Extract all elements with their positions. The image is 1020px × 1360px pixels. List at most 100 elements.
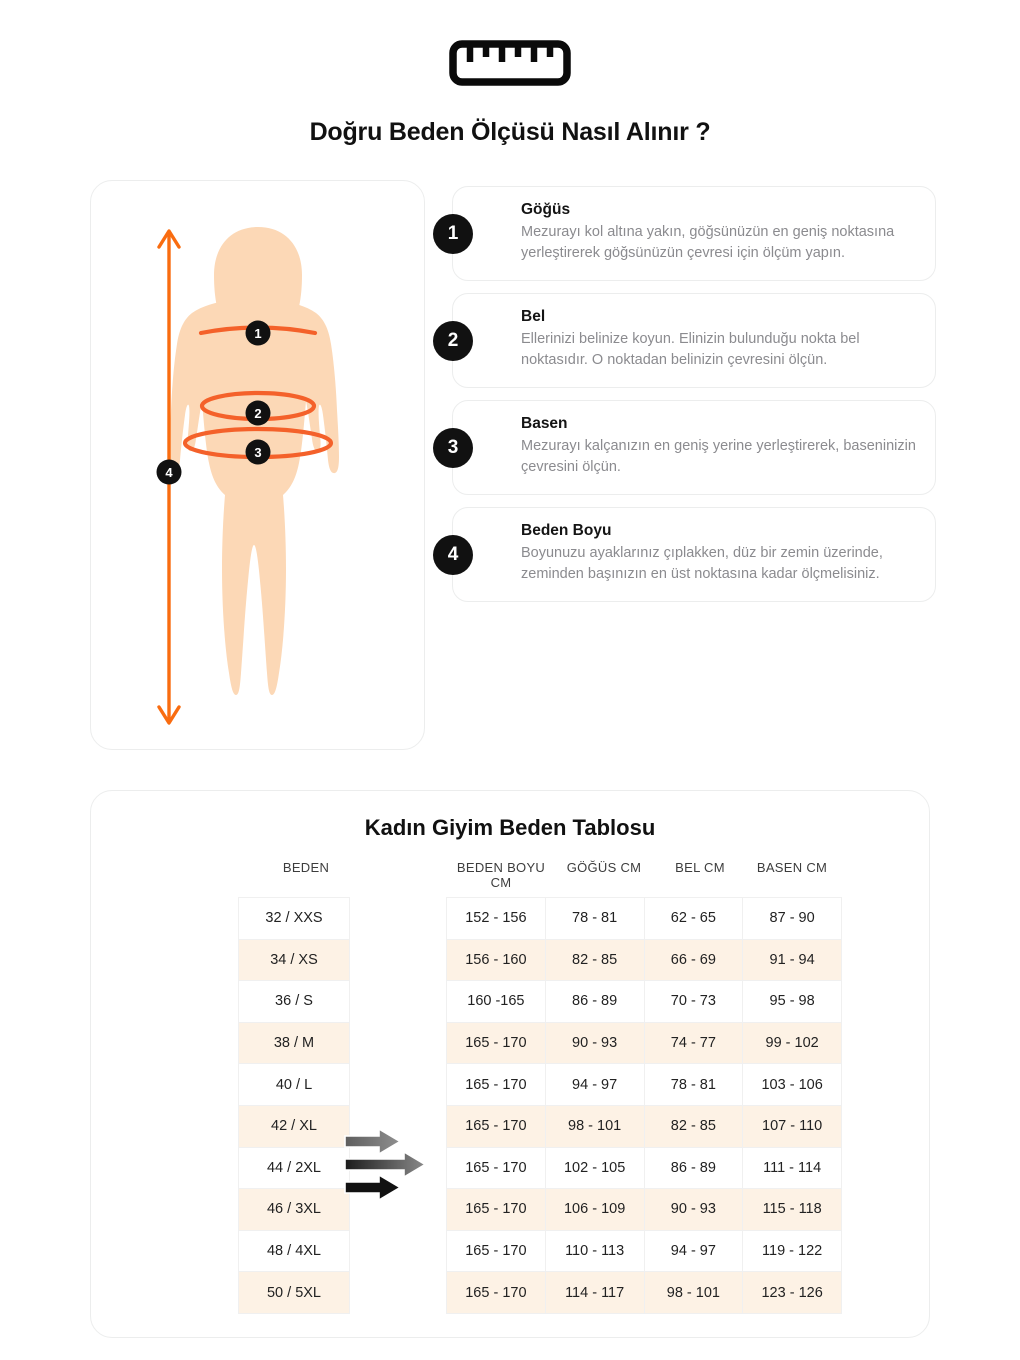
step-title-chest: Göğüs [521,201,571,218]
ruler-icon-container [0,40,1020,91]
cell-beden-boyu: 165 - 170 [446,1104,546,1148]
cell-gogus: 78 - 81 [544,897,645,940]
step-desc-height: Boyunuzu ayaklarınız çıplakken, düz bir … [521,545,883,583]
step-title-height: Beden Boyu [521,522,612,539]
size-cell: 42 / XL [238,1104,350,1148]
cell-gogus: 94 - 97 [544,1063,645,1106]
table-row: 165 - 170 114 - 117 98 - 101 123 - 126 [446,1271,842,1314]
cell-beden-boyu: 165 - 170 [446,1021,546,1065]
size-cell: 32 / XXS [238,897,350,940]
size-table-card: Kadın Giyim Beden Tablosu BEDEN BEDEN BO… [90,790,930,1338]
size-cell: 48 / 4XL [238,1229,350,1273]
cell-basen: 95 - 98 [742,980,842,1023]
table-row: 165 - 170 106 - 109 90 - 93 115 - 118 [446,1188,842,1231]
cell-gogus: 106 - 109 [544,1188,645,1231]
size-cell: 36 / S [238,980,350,1023]
cell-bel: 90 - 93 [643,1188,744,1231]
svg-text:4: 4 [165,465,173,480]
step-badge-3: 3 [433,427,473,468]
cell-bel: 66 - 69 [643,938,744,982]
size-cell: 40 / L [238,1063,350,1106]
size-column-table: 32 / XXS 34 / XS 36 / S 38 / M 40 / L 42… [238,897,350,1314]
cell-beden-boyu: 160 -165 [446,980,546,1023]
body-figure-card: 1 2 3 4 [90,180,425,750]
size-cell: 38 / M [238,1021,350,1065]
table-row: 32 / XXS [238,897,350,940]
size-table-title: Kadın Giyim Beden Tablosu [364,815,656,840]
measurement-steps-list: 1 Göğüs Mezurayı kol altına yakın, göğsü… [433,186,936,614]
step-title-waist: Bel [521,308,546,325]
step-desc-waist: Ellerinizi belinize koyun. Elinizin bulu… [521,331,860,369]
cell-basen: 87 - 90 [742,897,842,940]
cell-gogus: 98 - 101 [544,1104,645,1148]
cell-bel: 74 - 77 [643,1021,744,1065]
cell-beden-boyu: 165 - 170 [446,1146,546,1190]
cell-bel: 98 - 101 [643,1271,744,1314]
size-cell: 46 / 3XL [238,1188,350,1231]
cell-bel: 86 - 89 [643,1146,744,1190]
cell-beden-boyu: 152 - 156 [446,897,546,940]
cell-basen: 107 - 110 [742,1104,842,1148]
size-cell: 50 / 5XL [238,1271,350,1314]
decorative-arrows [343,1127,443,1204]
table-row: 44 / 2XL [238,1146,350,1190]
column-header-beden: BEDEN [282,860,330,875]
cell-gogus: 110 - 113 [544,1229,645,1273]
table-row: 160 -165 86 - 89 70 - 73 95 - 98 [446,980,842,1023]
page-title: Doğru Beden Ölçüsü Nasıl Alınır ? [309,118,711,146]
step-badge-1: 1 [433,213,473,254]
cell-beden-boyu: 165 - 170 [446,1188,546,1231]
table-row: 40 / L [238,1063,350,1106]
cell-gogus: 114 - 117 [544,1271,645,1314]
measurement-table: 152 - 156 78 - 81 62 - 65 87 - 90 156 - … [446,897,842,1314]
step-card-hip: 3 Basen Mezurayı kalçanızın en geniş yer… [433,400,936,495]
table-row: 36 / S [238,980,350,1023]
column-header-beden-boyu: BEDEN BOYU CM [456,860,546,890]
svg-text:3: 3 [254,445,261,460]
cell-basen: 123 - 126 [742,1271,842,1314]
cell-gogus: 102 - 105 [544,1146,645,1190]
table-row: 42 / XL [238,1104,350,1148]
arrow-right-black-icon [344,1173,402,1202]
table-row: 38 / M [238,1021,350,1065]
arrow-right-gradient-icon [344,1150,427,1179]
step-card-waist: 2 Bel Ellerinizi belinize koyun. Elinizi… [433,293,936,388]
column-header-basen: BASEN CM [756,860,828,875]
step-card-height: 4 Beden Boyu Boyunuzu ayaklarınız çıplak… [433,507,936,602]
ruler-icon [449,40,571,91]
cell-beden-boyu: 165 - 170 [446,1063,546,1106]
cell-bel: 82 - 85 [643,1104,744,1148]
step-badge-4: 4 [433,534,473,575]
cell-beden-boyu: 156 - 160 [446,938,546,982]
table-row: 46 / 3XL [238,1188,350,1231]
cell-basen: 115 - 118 [742,1188,842,1231]
cell-bel: 70 - 73 [643,980,744,1023]
cell-bel: 62 - 65 [643,897,744,940]
svg-text:1: 1 [254,326,261,341]
table-row: 50 / 5XL [238,1271,350,1314]
table-row: 165 - 170 110 - 113 94 - 97 119 - 122 [446,1229,842,1273]
body-figure-illustration: 1 2 3 4 [156,227,339,725]
arrow-right-gray-icon [344,1127,402,1156]
step-title-hip: Basen [521,415,568,432]
table-row: 165 - 170 90 - 93 74 - 77 99 - 102 [446,1021,842,1065]
cell-bel: 78 - 81 [643,1063,744,1106]
table-row: 152 - 156 78 - 81 62 - 65 87 - 90 [446,897,842,940]
size-cell: 44 / 2XL [238,1146,350,1190]
svg-text:2: 2 [254,406,261,421]
size-table-area: BEDEN BEDEN BOYU CM GÖĞÜS CM BEL CM BASE… [91,860,929,1330]
step-desc-chest: Mezurayı kol altına yakın, göğsünüzün en… [521,224,895,262]
cell-basen: 111 - 114 [742,1146,842,1190]
cell-gogus: 82 - 85 [544,938,645,982]
step-desc-hip: Mezurayı kalçanızın en geniş yerine yerl… [521,438,916,476]
cell-beden-boyu: 165 - 170 [446,1229,546,1273]
table-row: 34 / XS [238,938,350,982]
cell-gogus: 86 - 89 [544,980,645,1023]
figure-badges: 1 2 3 4 [156,320,271,485]
cell-gogus: 90 - 93 [544,1021,645,1065]
cell-basen: 99 - 102 [742,1021,842,1065]
step-badge-2: 2 [433,320,473,361]
column-header-gogus: GÖĞÜS CM [566,860,642,875]
step-card-chest: 1 Göğüs Mezurayı kol altına yakın, göğsü… [433,186,936,281]
